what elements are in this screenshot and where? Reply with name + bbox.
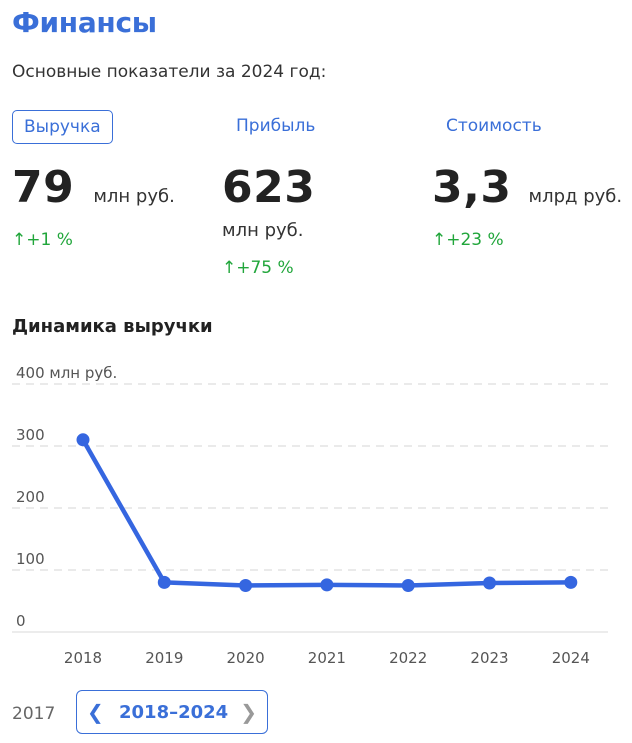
- data-point: [564, 575, 578, 589]
- chart-title: Динамика выручки: [12, 316, 213, 337]
- period-selector: ❮ 2018–2024 ❯: [76, 690, 268, 734]
- tab-revenue[interactable]: Выручка: [12, 110, 113, 144]
- metric-value: 3,3 млрд руб.: [432, 162, 622, 213]
- page-subtitle: Основные показатели за 2024 год:: [12, 62, 327, 82]
- period-range-label: 2018–2024: [119, 702, 229, 723]
- y-tick-label: 0: [16, 612, 26, 630]
- y-tick-label: 100: [16, 550, 45, 568]
- metric-revenue-delta: ↑+1 %: [12, 230, 73, 250]
- metric-revenue: 79 млн руб.: [12, 162, 175, 213]
- metric-value-unit: млрд руб.: [528, 186, 623, 207]
- x-tick-label: 2018: [64, 649, 102, 667]
- period-start-label[interactable]: 2017: [12, 704, 56, 724]
- x-tick-label: 2024: [552, 649, 590, 667]
- data-point: [483, 576, 496, 590]
- metric-profit-unit: млн руб.: [222, 220, 304, 241]
- revenue-line-chart: 400 млн руб. 300 200 100 0 2018 2019 2020 2021 20…: [12, 364, 608, 667]
- metric-value-delta: ↑+23 %: [432, 230, 504, 250]
- chevron-right-icon[interactable]: ❯: [240, 700, 257, 724]
- data-point: [76, 433, 90, 447]
- x-tick-label: 2022: [389, 649, 427, 667]
- tab-profit[interactable]: Прибыль: [236, 116, 316, 136]
- x-tick-label: 2023: [470, 649, 508, 667]
- data-point: [157, 575, 171, 589]
- metric-value-value: 3,3: [432, 162, 512, 213]
- data-point: [239, 579, 253, 592]
- x-tick-label: 2021: [308, 649, 346, 667]
- data-point: [320, 578, 334, 592]
- metric-profit: 623: [222, 162, 315, 213]
- tab-value[interactable]: Стоимость: [446, 116, 542, 136]
- data-point: [401, 579, 415, 592]
- metric-revenue-value: 79: [12, 162, 75, 213]
- metric-revenue-unit: млн руб.: [93, 186, 175, 207]
- series-line: [80, 437, 574, 588]
- x-tick-label: 2020: [227, 649, 265, 667]
- metric-profit-value: 623: [222, 162, 316, 213]
- page-title: Финансы: [12, 6, 157, 39]
- metric-profit-delta: ↑+75 %: [222, 258, 294, 278]
- x-tick-label: 2019: [145, 649, 183, 667]
- y-tick-label: 300: [16, 426, 45, 444]
- y-tick-label: 200: [16, 488, 45, 506]
- chevron-left-icon[interactable]: ❮: [87, 700, 104, 724]
- y-tick-label: 400 млн руб.: [16, 364, 117, 382]
